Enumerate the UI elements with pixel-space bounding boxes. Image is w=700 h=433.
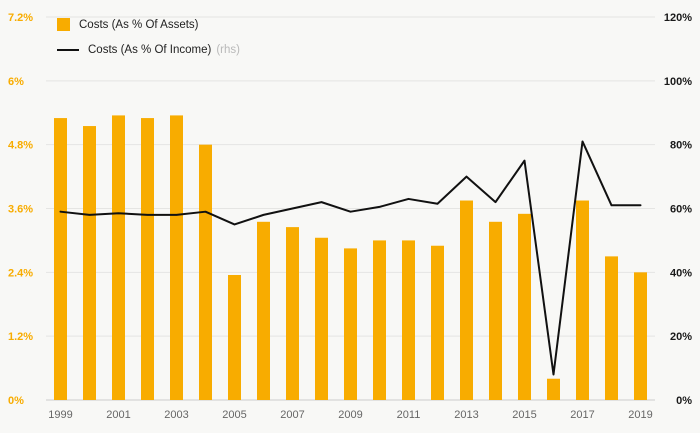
left-axis-tick: 1.2% — [8, 331, 33, 343]
x-axis-tick: 1999 — [48, 409, 72, 421]
right-axis-tick: 20% — [670, 331, 692, 343]
x-axis-tick: 2003 — [164, 409, 188, 421]
bar-2008 — [315, 237, 328, 400]
bar-2007 — [286, 227, 299, 400]
bar-2002 — [141, 118, 154, 400]
bar-2000 — [83, 126, 96, 400]
bar-1999 — [54, 118, 67, 400]
bar-2018 — [605, 256, 618, 400]
bar-2011 — [402, 240, 415, 400]
bar-2013 — [460, 200, 473, 400]
x-axis-tick: 2013 — [454, 409, 478, 421]
bar-2010 — [373, 240, 386, 400]
x-axis-tick: 2017 — [570, 409, 594, 421]
right-axis-tick: 120% — [664, 12, 692, 24]
right-axis-tick: 100% — [664, 76, 692, 88]
x-axis-tick: 2015 — [512, 409, 536, 421]
bar-2009 — [344, 248, 357, 400]
bar-2004 — [199, 144, 212, 400]
bar-2017 — [576, 200, 589, 400]
right-axis-tick: 80% — [670, 140, 692, 152]
left-axis-tick: 2.4% — [8, 267, 33, 279]
left-axis-tick: 4.8% — [8, 140, 33, 152]
bar-2014 — [489, 221, 502, 400]
bar-2015 — [518, 213, 531, 400]
bar-2005 — [228, 274, 241, 400]
bar-2001 — [112, 115, 125, 400]
x-axis-tick: 2011 — [397, 409, 421, 421]
bar-2016 — [547, 378, 560, 400]
bar-2003 — [170, 115, 183, 400]
right-axis-tick: 60% — [670, 204, 692, 216]
bar-2012 — [431, 245, 444, 400]
x-axis-tick: 2005 — [222, 409, 246, 421]
x-axis-tick: 2001 — [106, 409, 130, 421]
x-axis-tick: 2009 — [338, 409, 362, 421]
income-line — [59, 140, 642, 376]
right-axis-tick: 40% — [670, 267, 692, 279]
left-axis-tick: 7.2% — [8, 12, 33, 24]
left-axis-tick: 3.6% — [8, 204, 33, 216]
left-axis-tick: 0% — [8, 395, 24, 407]
left-axis-tick: 6% — [8, 76, 24, 88]
x-axis-tick: 2007 — [280, 409, 304, 421]
bar-2019 — [634, 272, 647, 400]
x-axis-tick: 2019 — [628, 409, 652, 421]
bar-2006 — [257, 221, 270, 400]
right-axis-tick: 0% — [676, 395, 692, 407]
